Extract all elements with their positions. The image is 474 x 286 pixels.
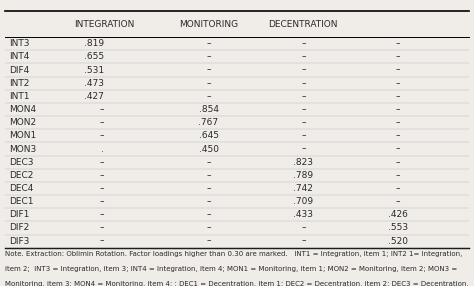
Text: –: – bbox=[301, 223, 306, 233]
Text: .520: .520 bbox=[388, 237, 408, 246]
Text: DIF1: DIF1 bbox=[9, 210, 30, 219]
Text: –: – bbox=[396, 65, 401, 75]
Text: –: – bbox=[301, 237, 306, 246]
Text: –: – bbox=[396, 92, 401, 101]
Text: –: – bbox=[206, 237, 211, 246]
Text: –: – bbox=[396, 105, 401, 114]
Text: .645: .645 bbox=[199, 131, 219, 140]
Text: –: – bbox=[100, 105, 104, 114]
Text: DIF2: DIF2 bbox=[9, 223, 30, 233]
Text: –: – bbox=[396, 52, 401, 61]
Text: .531: .531 bbox=[84, 65, 104, 75]
Text: .433: .433 bbox=[293, 210, 313, 219]
Text: –: – bbox=[301, 39, 306, 48]
Text: .473: .473 bbox=[84, 79, 104, 88]
Text: –: – bbox=[206, 39, 211, 48]
Text: INTEGRATION: INTEGRATION bbox=[74, 20, 135, 29]
Text: DEC3: DEC3 bbox=[9, 158, 34, 167]
Text: –: – bbox=[100, 118, 104, 127]
Text: .553: .553 bbox=[388, 223, 408, 233]
Text: –: – bbox=[396, 144, 401, 154]
Text: Monitoring, item 3; MON4 = Monitoring, item 4; ; DEC1 = Decentration, item 1; DE: Monitoring, item 3; MON4 = Monitoring, i… bbox=[5, 281, 468, 286]
Text: MONITORING: MONITORING bbox=[179, 20, 238, 29]
Text: –: – bbox=[206, 197, 211, 206]
Text: .426: .426 bbox=[388, 210, 408, 219]
Text: –: – bbox=[206, 65, 211, 75]
Text: INT4: INT4 bbox=[9, 52, 30, 61]
Text: Note. Extraction: Oblimin Rotation. Factor loadings higher than 0.30 are marked.: Note. Extraction: Oblimin Rotation. Fact… bbox=[5, 251, 462, 257]
Text: –: – bbox=[206, 79, 211, 88]
Text: –: – bbox=[396, 79, 401, 88]
Text: .450: .450 bbox=[199, 144, 219, 154]
Text: .789: .789 bbox=[293, 171, 313, 180]
Text: –: – bbox=[301, 105, 306, 114]
Text: MON3: MON3 bbox=[9, 144, 36, 154]
Text: –: – bbox=[100, 237, 104, 246]
Text: DIF4: DIF4 bbox=[9, 65, 30, 75]
Text: –: – bbox=[206, 210, 211, 219]
Text: .823: .823 bbox=[293, 158, 313, 167]
Text: INT3: INT3 bbox=[9, 39, 30, 48]
Text: DEC2: DEC2 bbox=[9, 171, 34, 180]
Text: –: – bbox=[100, 158, 104, 167]
Text: –: – bbox=[301, 144, 306, 154]
Text: –: – bbox=[301, 131, 306, 140]
Text: –: – bbox=[301, 92, 306, 101]
Text: .767: .767 bbox=[199, 118, 219, 127]
Text: –: – bbox=[396, 171, 401, 180]
Text: –: – bbox=[206, 171, 211, 180]
Text: .: . bbox=[101, 144, 104, 154]
Text: –: – bbox=[301, 52, 306, 61]
Text: –: – bbox=[301, 79, 306, 88]
Text: DECENTRATION: DECENTRATION bbox=[269, 20, 338, 29]
Text: –: – bbox=[100, 184, 104, 193]
Text: –: – bbox=[206, 223, 211, 233]
Text: –: – bbox=[100, 197, 104, 206]
Text: .709: .709 bbox=[293, 197, 313, 206]
Text: MON1: MON1 bbox=[9, 131, 36, 140]
Text: MON4: MON4 bbox=[9, 105, 36, 114]
Text: –: – bbox=[301, 118, 306, 127]
Text: –: – bbox=[206, 158, 211, 167]
Text: –: – bbox=[206, 184, 211, 193]
Text: INT2: INT2 bbox=[9, 79, 30, 88]
Text: item 2;  INT3 = Integration, item 3; INT4 = Integration, item 4; MON1 = Monitori: item 2; INT3 = Integration, item 3; INT4… bbox=[5, 266, 457, 272]
Text: –: – bbox=[206, 92, 211, 101]
Text: INT1: INT1 bbox=[9, 92, 30, 101]
Text: DIF3: DIF3 bbox=[9, 237, 30, 246]
Text: –: – bbox=[396, 118, 401, 127]
Text: –: – bbox=[100, 210, 104, 219]
Text: –: – bbox=[100, 171, 104, 180]
Text: –: – bbox=[301, 65, 306, 75]
Text: .427: .427 bbox=[84, 92, 104, 101]
Text: –: – bbox=[206, 52, 211, 61]
Text: –: – bbox=[396, 184, 401, 193]
Text: DEC1: DEC1 bbox=[9, 197, 34, 206]
Text: –: – bbox=[396, 131, 401, 140]
Text: MON2: MON2 bbox=[9, 118, 36, 127]
Text: .742: .742 bbox=[293, 184, 313, 193]
Text: –: – bbox=[396, 158, 401, 167]
Text: .655: .655 bbox=[84, 52, 104, 61]
Text: .819: .819 bbox=[84, 39, 104, 48]
Text: –: – bbox=[100, 223, 104, 233]
Text: –: – bbox=[100, 131, 104, 140]
Text: .854: .854 bbox=[199, 105, 219, 114]
Text: –: – bbox=[396, 39, 401, 48]
Text: –: – bbox=[396, 197, 401, 206]
Text: DEC4: DEC4 bbox=[9, 184, 34, 193]
